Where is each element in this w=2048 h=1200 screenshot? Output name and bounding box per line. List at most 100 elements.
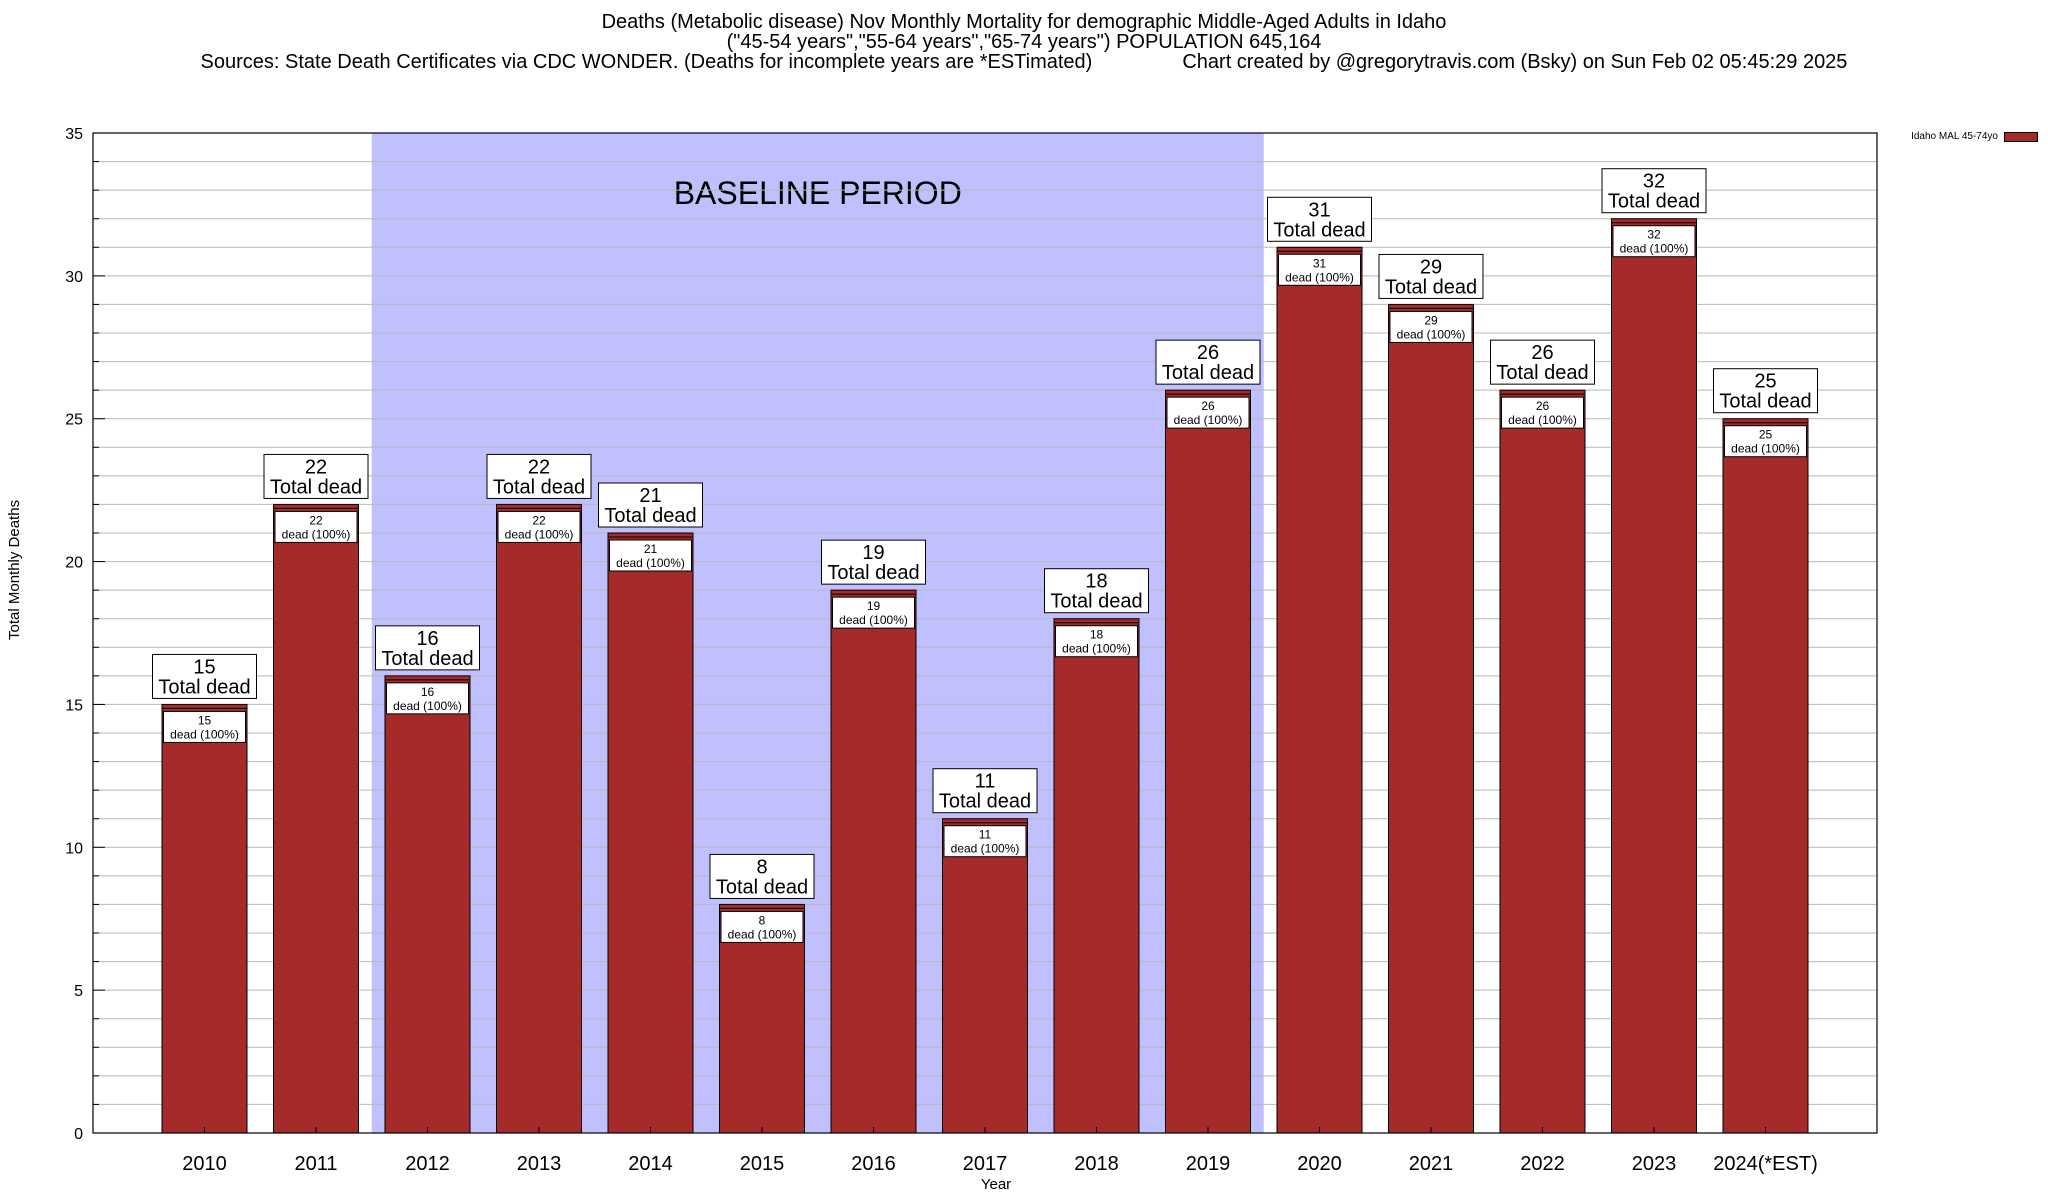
- top-label-text: Total dead: [493, 476, 585, 498]
- bar: [273, 503, 359, 1134]
- top-label-box: [1378, 253, 1484, 299]
- y-tick-label: 25: [65, 412, 83, 429]
- inner-label-text: dead (100%): [1731, 442, 1800, 456]
- top-label-box: [709, 853, 815, 899]
- x-tick-label: 2024(*EST): [1713, 1153, 1818, 1175]
- top-label-box: [263, 453, 369, 499]
- inner-label-box: [609, 539, 692, 572]
- inner-label-box: [1278, 253, 1361, 286]
- top-label-value: 21: [639, 485, 661, 507]
- inner-label-box: [386, 682, 469, 715]
- y-tick-label: 5: [74, 983, 83, 1000]
- top-label-text: Total dead: [604, 505, 696, 527]
- x-tick-label: 2016: [851, 1153, 896, 1175]
- inner-label-box: [1166, 396, 1250, 429]
- inner-label-value: 29: [1424, 313, 1438, 327]
- chart-title: Deaths (Metabolic disease) Nov Monthly M…: [601, 11, 1447, 33]
- top-label-box: [1155, 339, 1261, 385]
- inner-label-box: [832, 596, 915, 629]
- bar: [161, 703, 248, 1134]
- inner-label-text: dead (100%): [1397, 327, 1466, 341]
- top-label-value: 25: [1754, 371, 1776, 393]
- inner-label-box: [943, 825, 1027, 858]
- inner-label-value: 11: [979, 828, 992, 842]
- top-label-text: Total dead: [1385, 276, 1477, 298]
- top-label-text: Total dead: [158, 676, 250, 698]
- top-label-value: 22: [305, 456, 327, 478]
- x-tick-label: 2023: [1632, 1153, 1677, 1175]
- inner-label-text: dead (100%): [616, 556, 685, 570]
- inner-label-text: dead (100%): [1174, 413, 1243, 427]
- inner-label-box: [1724, 425, 1807, 458]
- inner-label-text: dead (100%): [170, 727, 239, 741]
- inner-label-text: dead (100%): [393, 699, 462, 713]
- x-tick-label: 2012: [405, 1153, 450, 1175]
- legend: Idaho MAL 45-74yo: [1911, 131, 2038, 142]
- chart-title-block: Deaths (Metabolic disease) Nov Monthly M…: [0, 12, 2048, 72]
- y-tick-label: 15: [65, 697, 83, 714]
- top-label-value: 26: [1531, 342, 1553, 364]
- bar: [607, 532, 694, 1134]
- x-tick-label: 2021: [1409, 1153, 1454, 1175]
- inner-label-box: [497, 510, 581, 543]
- bar: [1722, 418, 1809, 1134]
- inner-label-value: 26: [1201, 399, 1215, 413]
- top-label-text: Total dead: [716, 876, 808, 898]
- bar: [1388, 303, 1474, 1134]
- inner-label-value: 18: [1090, 628, 1104, 642]
- baseline-period-label: BASELINE PERIOD: [674, 175, 962, 211]
- inner-label-value: 26: [1536, 399, 1550, 413]
- inner-label-box: [163, 710, 246, 743]
- credit-text: Chart created by @gregorytravis.com (Bsk…: [1182, 51, 1848, 73]
- bar: [1499, 389, 1586, 1134]
- legend-swatch: [2004, 131, 2038, 142]
- inner-label-box: [720, 910, 804, 943]
- inner-label-value: 22: [532, 513, 546, 527]
- inner-label-value: 15: [198, 713, 212, 727]
- inner-label-text: dead (100%): [839, 613, 908, 627]
- bar: [830, 589, 917, 1134]
- inner-label-value: 25: [1759, 428, 1773, 442]
- top-label-value: 8: [756, 856, 767, 878]
- bar: [496, 503, 582, 1134]
- x-tick-label: 2015: [740, 1153, 785, 1175]
- inner-label-text: dead (100%): [1062, 642, 1131, 656]
- x-tick-label: 2017: [963, 1153, 1008, 1175]
- bar: [1611, 218, 1697, 1134]
- inner-label-text: dead (100%): [1508, 413, 1577, 427]
- x-tick-label: 2011: [294, 1153, 337, 1175]
- inner-label-value: 32: [1647, 228, 1661, 242]
- inner-label-box: [274, 510, 358, 543]
- top-label-box: [1713, 368, 1818, 414]
- top-label-value: 29: [1420, 256, 1442, 278]
- inner-label-text: dead (100%): [951, 842, 1020, 856]
- y-tick-label: 35: [65, 126, 83, 143]
- inner-label-value: 19: [867, 599, 881, 613]
- y-tick-label: 0: [74, 1126, 83, 1143]
- top-label-text: Total dead: [1162, 362, 1254, 384]
- top-label-text: Total dead: [939, 791, 1031, 813]
- top-label-box: [1601, 168, 1707, 214]
- top-label-text: Total dead: [1608, 191, 1700, 213]
- top-label-box: [152, 653, 257, 699]
- top-label-text: Total dead: [270, 476, 362, 498]
- top-label-value: 16: [416, 628, 438, 650]
- inner-label-box: [1389, 310, 1473, 343]
- inner-label-text: dead (100%): [505, 527, 574, 541]
- y-tick-label: 30: [65, 269, 83, 286]
- y-tick-label: 10: [65, 840, 83, 857]
- top-label-value: 22: [528, 456, 550, 478]
- chart-subtitle: ("45-54 years","55-64 years","65-74 year…: [726, 31, 1322, 53]
- bar: [1276, 246, 1363, 1134]
- legend-label: Idaho MAL 45-74yo: [1911, 131, 1998, 142]
- top-label-box: [486, 453, 592, 499]
- x-tick-label: 2010: [182, 1153, 227, 1175]
- top-label-value: 32: [1643, 171, 1665, 193]
- x-tick-label: 2018: [1074, 1153, 1119, 1175]
- top-label-value: 31: [1308, 199, 1330, 221]
- inner-label-text: dead (100%): [1620, 242, 1689, 256]
- top-label-box: [1044, 568, 1149, 614]
- top-label-value: 19: [862, 542, 884, 564]
- inner-label-text: dead (100%): [1285, 270, 1354, 284]
